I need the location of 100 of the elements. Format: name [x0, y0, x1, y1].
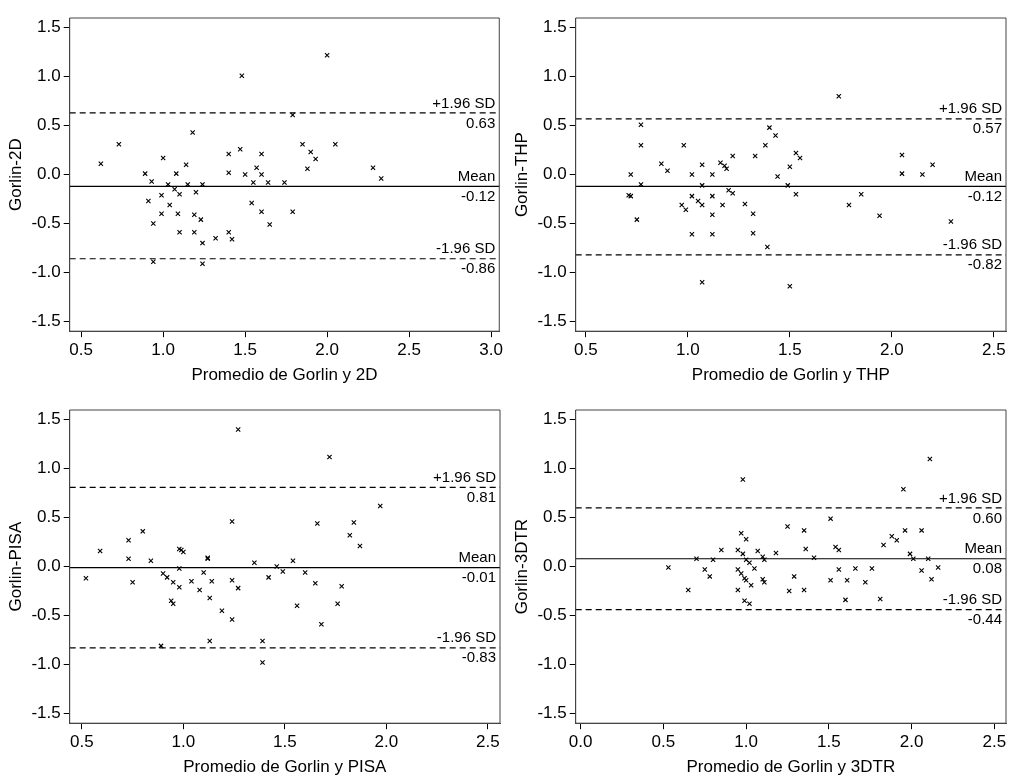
point — [299, 141, 306, 147]
x-tick-label: 0.5 — [69, 340, 93, 360]
point — [324, 52, 330, 58]
point — [259, 638, 266, 644]
point — [212, 235, 219, 241]
point — [918, 567, 925, 574]
y-tick-label: 1.5 — [543, 409, 567, 429]
point — [750, 211, 756, 217]
point — [628, 171, 634, 178]
point — [150, 259, 156, 265]
point — [827, 577, 834, 583]
y-tick-label: -0.5 — [31, 213, 61, 233]
point — [312, 156, 319, 162]
y-tick-label: 0.0 — [543, 556, 567, 576]
point — [377, 503, 383, 509]
point — [702, 566, 708, 573]
ref-line-label: -1.96 SD -0.83 — [436, 628, 497, 666]
point — [869, 565, 875, 572]
point — [253, 165, 260, 171]
ref-line-label: Mean -0.01 — [458, 548, 496, 586]
x-tick-label: 2.5 — [982, 732, 1007, 752]
point — [207, 595, 213, 601]
point — [265, 574, 272, 581]
x-tick-label: 0.5 — [651, 732, 676, 752]
point — [735, 587, 741, 593]
point — [803, 546, 809, 552]
point — [160, 155, 166, 161]
ref-line-label: -1.96 SD -0.82 — [942, 235, 1003, 273]
ref-line-label: -1.96 SD -0.44 — [942, 590, 1003, 628]
point — [836, 547, 842, 553]
point — [738, 530, 744, 536]
point — [811, 555, 817, 561]
y-tick-label: 0.0 — [37, 164, 61, 184]
point — [199, 261, 206, 267]
point — [634, 216, 640, 223]
point — [762, 142, 769, 148]
point — [786, 588, 792, 594]
y-axis-title: Gorlin-PISA — [5, 521, 25, 612]
y-axis-title: Gorlin-3DTR — [511, 518, 531, 615]
point — [900, 486, 907, 492]
point — [83, 575, 89, 582]
y-tick-label: 1.5 — [37, 409, 61, 429]
point — [919, 171, 926, 178]
point — [158, 192, 165, 198]
point — [351, 519, 357, 526]
point — [250, 179, 256, 186]
point — [314, 520, 320, 527]
point — [735, 547, 741, 553]
point — [791, 573, 797, 580]
y-tick-label: -1.5 — [31, 311, 61, 331]
point — [832, 544, 839, 550]
point — [730, 153, 736, 159]
y-tick-label: 0.0 — [37, 556, 61, 576]
point — [681, 142, 687, 148]
point — [787, 164, 793, 170]
x-tick-label: 2.5 — [981, 340, 1006, 360]
y-tick-label: -1.5 — [537, 311, 567, 331]
ref-line-label: Mean -0.12 — [964, 166, 1002, 204]
point — [889, 533, 895, 539]
point — [158, 211, 165, 217]
y-tick-label: 0.0 — [543, 164, 567, 184]
x-tick-label: 0.5 — [574, 340, 598, 360]
point — [735, 566, 741, 573]
point — [164, 574, 170, 581]
point — [267, 221, 273, 228]
point — [226, 229, 232, 236]
x-axis-title: Promedio de Gorlin y 3DTR — [686, 757, 896, 777]
point — [235, 585, 241, 591]
y-tick-label: 1.5 — [37, 17, 61, 37]
point — [189, 129, 196, 136]
y-tick-label: 0.5 — [37, 115, 61, 135]
point — [150, 220, 156, 227]
point — [742, 201, 748, 207]
point — [723, 166, 730, 172]
point — [196, 587, 203, 593]
point — [772, 132, 779, 139]
point — [836, 93, 842, 99]
point — [370, 165, 376, 171]
point — [173, 170, 179, 177]
point — [738, 570, 744, 577]
point — [793, 191, 799, 197]
point — [880, 542, 887, 548]
point — [709, 193, 715, 199]
x-tick-label: 0.5 — [70, 732, 94, 752]
point — [741, 598, 748, 604]
point — [258, 209, 265, 215]
point — [894, 537, 900, 543]
point — [862, 579, 868, 585]
x-tick-label: 3.0 — [479, 340, 503, 360]
point — [290, 558, 296, 564]
y-tick-label: -0.5 — [537, 605, 567, 625]
point — [347, 532, 353, 538]
x-tick-label: 2.5 — [476, 732, 500, 752]
x-tick-label: 1.0 — [676, 340, 700, 360]
x-tick-label: 1.0 — [171, 732, 196, 752]
point — [258, 151, 265, 157]
point — [149, 178, 155, 185]
point — [730, 190, 736, 196]
point — [801, 587, 807, 593]
point — [199, 240, 206, 246]
